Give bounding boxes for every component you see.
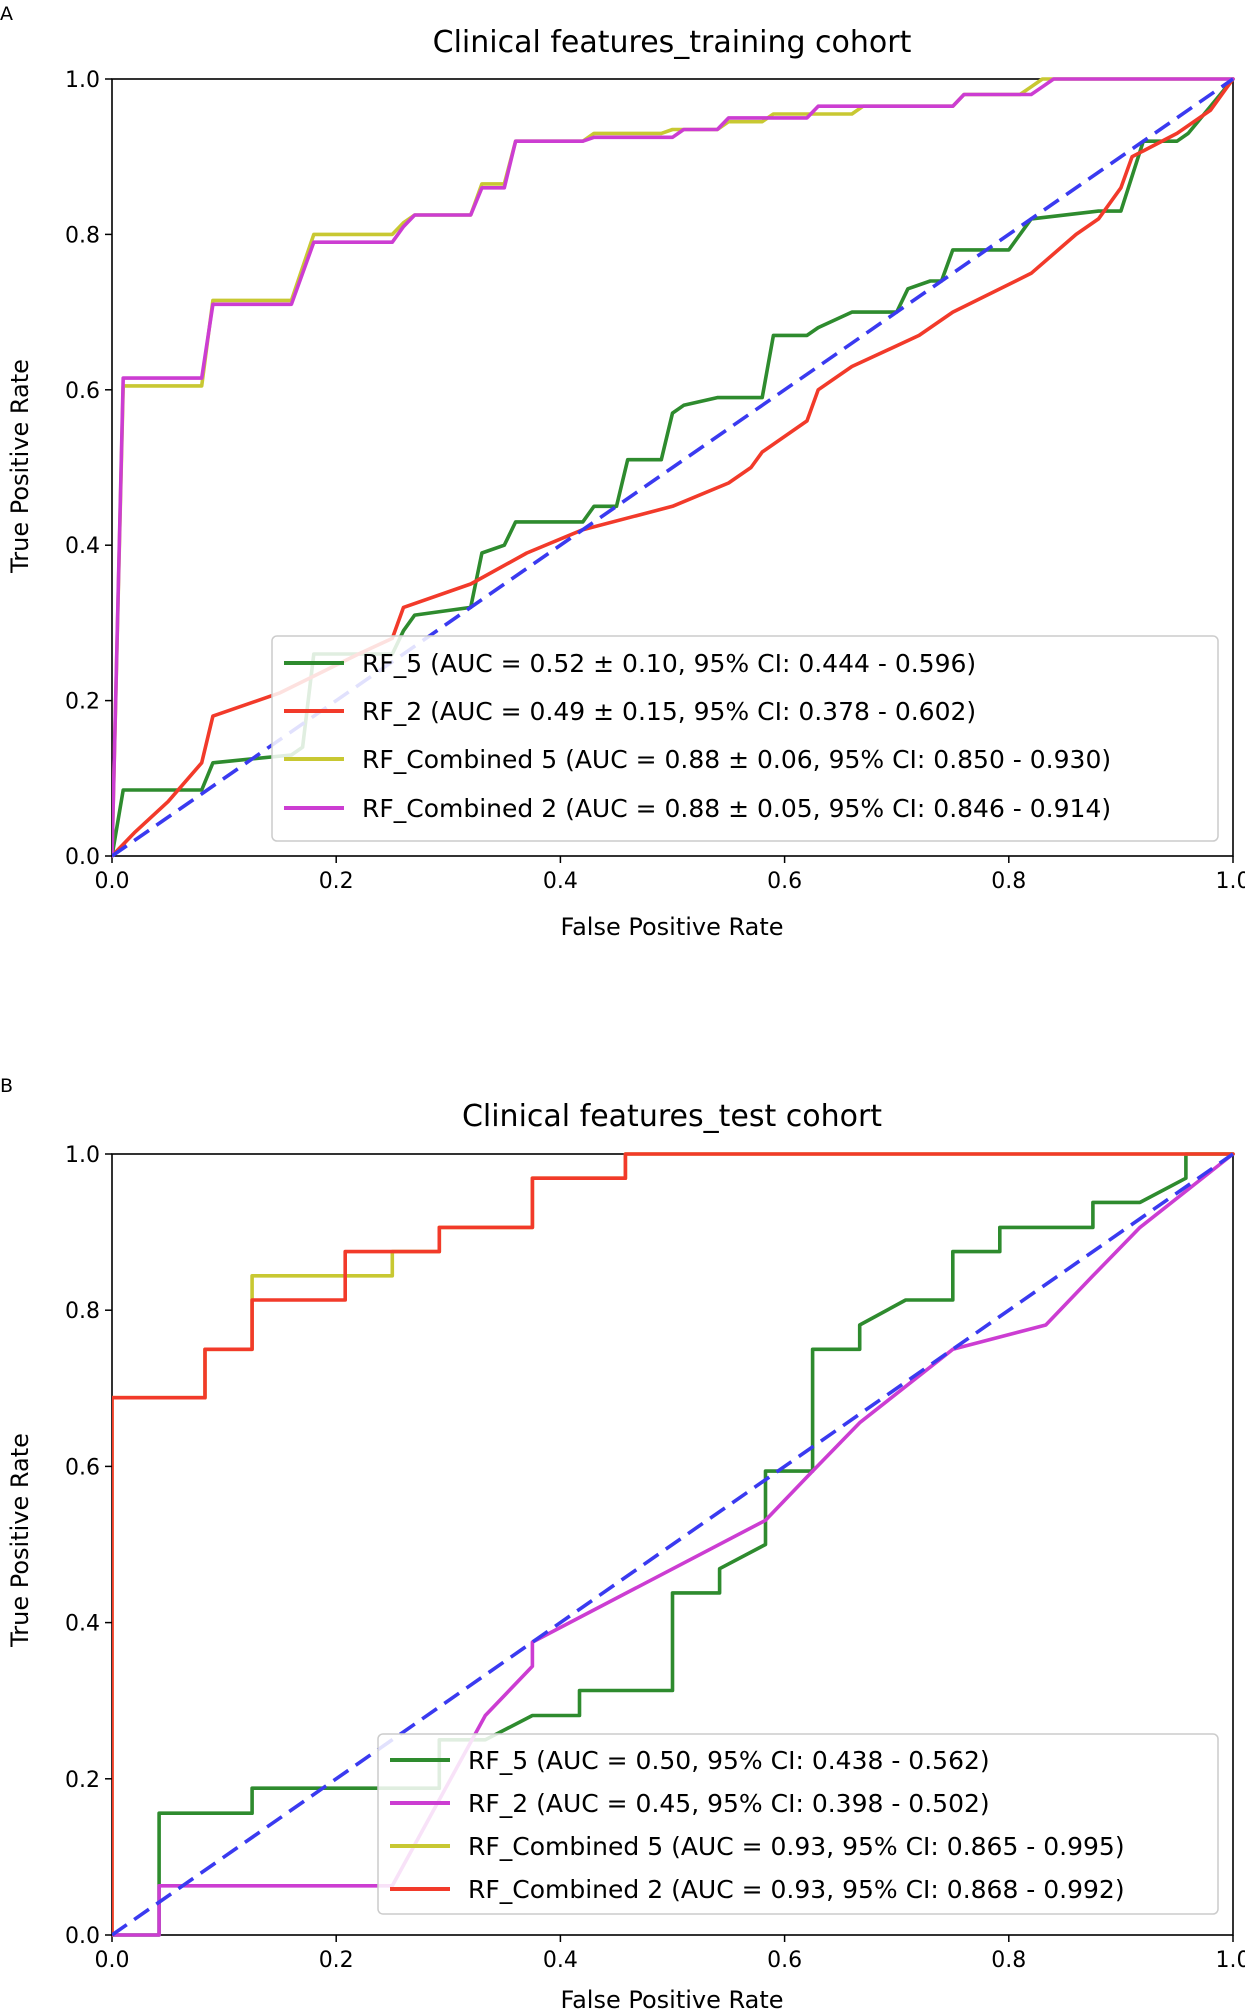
series-line-rf-2 [112,77,1235,858]
y-tick-label: 0.4 [65,534,100,559]
x-tick-label: 0.0 [95,1948,130,1973]
x-tick-label: 1.0 [1216,869,1245,894]
x-tick-label: 0.2 [319,1948,354,1973]
x-tick-label: 0.2 [319,869,354,894]
panel-a: A Clinical features_training cohort 0.0 0… [0,3,1245,941]
x-tick-label: 0.4 [543,1948,578,1973]
y-tick-label: 0.8 [65,223,100,248]
x-tick-label: 0.4 [543,869,578,894]
legend-entry-rf-combined-5: RF_Combined 5 (AUC = 0.93, 95% CI: 0.865… [468,1832,1125,1861]
panel-letter: B [0,1075,13,1097]
legend: RF_5 (AUC = 0.52 ± 0.10, 95% CI: 0.444 -… [271,635,1219,842]
series-line-rf-2 [112,1152,1235,1937]
chart-title: Clinical features_test cohort [462,1099,882,1134]
y-tick-label: 0.0 [65,1924,100,1949]
legend-entry-rf-combined-2: RF_Combined 2 (AUC = 0.93, 95% CI: 0.868… [468,1875,1125,1904]
legend-entry-rf5: RF_5 (AUC = 0.52 ± 0.10, 95% CI: 0.444 -… [362,649,976,678]
chart-title: Clinical features_training cohort [433,25,912,60]
x-axis-label: False Positive Rate [560,1986,783,2014]
y-tick-label: 0.2 [65,1768,100,1793]
axes-frame [111,78,1234,857]
legend-box [377,1733,1219,1915]
y-axis-label: True Positive Rate [6,359,34,574]
y-tick-label: 0.6 [65,1455,100,1480]
legend-entry-rf-combined-5: RF_Combined 5 (AUC = 0.88 ± 0.06, 95% CI… [362,745,1111,774]
y-tick-label: 0.0 [65,845,100,870]
x-tick-label: 0.8 [991,869,1026,894]
y-tick-label: 0.8 [65,1299,100,1324]
x-tick-label: 0.0 [95,869,130,894]
y-axis-label: True Positive Rate [6,1433,34,1648]
panel-b: B Clinical features_test cohort 0.0 0.2 0.… [0,1075,1245,2014]
legend: RF_5 (AUC = 0.50, 95% CI: 0.438 - 0.562)… [377,1733,1219,1915]
legend-entry-rf5: RF_5 (AUC = 0.50, 95% CI: 0.438 - 0.562) [468,1746,990,1775]
y-tick-label: 0.2 [65,690,100,715]
legend-entry-rf2: RF_2 (AUC = 0.45, 95% CI: 0.398 - 0.502) [468,1789,990,1818]
y-tick-label: 1.0 [65,1143,100,1168]
legend-entry-rf-combined-2: RF_Combined 2 (AUC = 0.88 ± 0.05, 95% CI… [362,794,1111,823]
series-line-rf-combined-2 [112,1152,1235,1937]
y-tick-label: 1.0 [65,68,100,93]
x-tick-label: 0.8 [991,1948,1026,1973]
x-tick-label: 0.6 [767,1948,802,1973]
x-axis-label: False Positive Rate [560,913,783,941]
y-tick-label: 0.4 [65,1612,100,1637]
y-tick-label: 0.6 [65,379,100,404]
series-line-rf-combined-2 [112,77,1235,858]
chance-diagonal-line [112,1152,1235,1937]
panel-letter: A [0,3,13,25]
legend-box [271,635,1219,842]
x-tick-label: 0.6 [767,869,802,894]
x-tick-label: 1.0 [1216,1948,1245,1973]
legend-entry-rf2: RF_2 (AUC = 0.49 ± 0.15, 95% CI: 0.378 -… [362,697,976,726]
